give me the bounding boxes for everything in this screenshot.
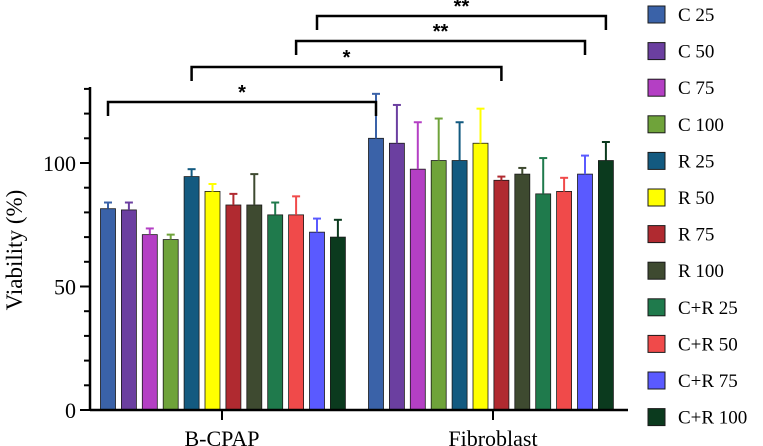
legend-swatch — [647, 5, 666, 24]
significance-marker: * — [343, 47, 351, 69]
legend-label: C+R 50 — [678, 334, 738, 355]
x-category-label-fibroblast: Fibroblast — [448, 426, 537, 446]
bar-fibroblast-r-50 — [472, 142, 489, 411]
bar-b-cpap-r-100 — [246, 204, 263, 411]
bar-b-cpap-c-100 — [162, 239, 179, 411]
bar-fibroblast-c-r-75 — [577, 173, 593, 411]
legend-swatch — [647, 188, 666, 207]
bar-fibroblast-c-25 — [368, 137, 384, 411]
y-axis-title: Viability (%) — [2, 190, 27, 311]
legend-label: C 100 — [678, 115, 724, 136]
bar-b-cpap-c-75 — [141, 234, 158, 411]
significance-marker: ** — [454, 0, 470, 18]
bar-fibroblast-c-100 — [430, 160, 447, 411]
legend-label: C 50 — [678, 42, 714, 63]
significance-bracket — [315, 14, 608, 30]
bar-b-cpap-c-25 — [100, 208, 116, 411]
bar-fibroblast-r-75 — [493, 179, 510, 411]
legend-swatch — [647, 408, 666, 427]
legend-swatch — [647, 334, 666, 353]
legend-swatch — [647, 261, 666, 280]
significance-marker: ** — [433, 21, 449, 43]
bar-fibroblast-c-r-25 — [535, 193, 552, 411]
y-tick-label: 50 — [54, 275, 76, 300]
y-tick-label: 0 — [65, 398, 76, 423]
y-tick-label: 100 — [43, 151, 76, 176]
legend-swatch — [647, 42, 666, 61]
legend-swatch — [647, 78, 666, 97]
legend-label: C 25 — [678, 5, 714, 26]
bar-fibroblast-c-r-50 — [556, 191, 572, 411]
legend-label: R 75 — [678, 225, 714, 246]
legend: C 25 C 50 C 75 C 100 R 25 R 50 R 75 R 100 C+R 25… — [647, 5, 747, 429]
x-category-label-b-cpap: B-CPAP — [184, 426, 259, 446]
bar-fibroblast-r-25 — [451, 160, 468, 411]
legend-swatch — [647, 371, 666, 390]
bar-b-cpap-r-25 — [183, 176, 200, 411]
bar-fibroblast-c-75 — [409, 168, 426, 411]
legend-label: C 75 — [678, 78, 714, 99]
legend-swatch — [647, 225, 666, 244]
bar-fibroblast-c-50 — [388, 142, 405, 411]
bar-b-cpap-c-50 — [121, 209, 137, 411]
significance-bracket — [106, 100, 378, 116]
bars-layer — [100, 92, 614, 411]
legend-label: R 100 — [678, 261, 724, 282]
significance-bracket — [190, 65, 503, 81]
legend-swatch — [647, 298, 666, 317]
legend-label: C+R 100 — [678, 408, 747, 429]
legend-swatch — [647, 115, 666, 134]
legend-label: R 50 — [678, 188, 714, 209]
legend-label: R 25 — [678, 151, 714, 172]
bar-b-cpap-r-75 — [225, 204, 242, 411]
legend-swatch — [647, 151, 666, 170]
bar-b-cpap-c-r-50 — [288, 214, 305, 411]
bar-b-cpap-c-r-75 — [309, 231, 325, 411]
significance-bracket — [294, 39, 587, 55]
axes-layer: 0 50 100 Viability (%) B-CPAP Fibroblast — [2, 87, 628, 446]
bar-fibroblast-c-r-100 — [598, 160, 614, 411]
significance-marker: * — [238, 82, 246, 104]
legend-label: C+R 25 — [678, 298, 738, 319]
bar-fibroblast-r-100 — [514, 173, 531, 411]
legend-label: C+R 75 — [678, 371, 738, 392]
bar-b-cpap-c-r-25 — [267, 214, 284, 411]
significance-layer: ****** — [106, 0, 608, 116]
bar-b-cpap-r-50 — [204, 191, 221, 411]
bar-b-cpap-c-r-100 — [329, 236, 346, 411]
